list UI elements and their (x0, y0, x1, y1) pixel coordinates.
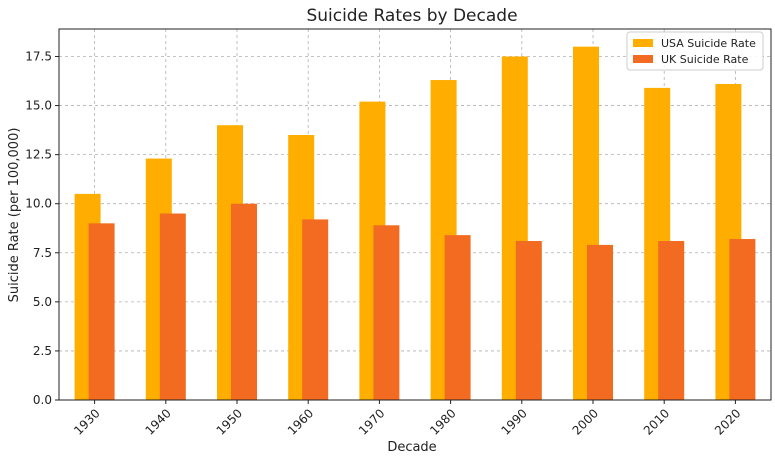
legend-swatch (633, 55, 653, 63)
uk-bar (373, 225, 400, 400)
y-tick-label: 12.5 (25, 148, 52, 162)
uk-bar (658, 241, 685, 400)
uk-bar (515, 241, 542, 400)
legend-box (626, 31, 764, 71)
chart-title: Suicide Rates by Decade (306, 6, 517, 26)
legend: USA Suicide Rate UK Suicide Rate (626, 31, 764, 71)
y-axis-ticks: 0.0 2.5 5.0 7.5 10.0 12.5 15.0 17.5 (25, 49, 59, 407)
uk-bar (302, 219, 329, 400)
y-axis-label: Suicide Rate (per 100,000) (7, 128, 22, 303)
y-tick-label: 15.0 (25, 99, 52, 113)
y-tick-label: 0.0 (33, 393, 52, 407)
x-axis-label: Decade (387, 440, 436, 455)
uk-bar (88, 223, 115, 400)
bars (74, 46, 756, 401)
legend-label: USA Suicide Rate (661, 37, 756, 50)
y-tick-label: 5.0 (33, 295, 52, 309)
y-tick-label: 10.0 (25, 197, 52, 211)
y-tick-label: 2.5 (33, 344, 52, 358)
legend-swatch (633, 39, 653, 47)
axes (58, 28, 772, 401)
legend-label: UK Suicide Rate (661, 53, 749, 66)
uk-bar (159, 213, 186, 400)
y-tick-label: 17.5 (25, 49, 52, 63)
plot-frame (58, 28, 772, 401)
uk-bar (444, 235, 471, 400)
uk-bar (231, 203, 257, 400)
uk-bar (729, 239, 756, 400)
uk-bar (587, 244, 613, 400)
y-tick-label: 7.5 (33, 246, 52, 260)
